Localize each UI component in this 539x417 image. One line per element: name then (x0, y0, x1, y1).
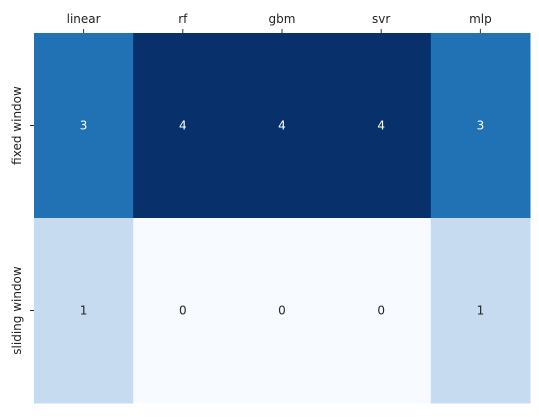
y-axis: fixed window sliding window (10, 86, 34, 355)
y-tick-label-sliding-window: sliding window (10, 266, 24, 355)
x-tick-label-svr: svr (372, 12, 390, 26)
heatmap-cell-sliding-window-linear (34, 218, 134, 404)
x-axis-top: linear rf gbm svr mlp (67, 12, 492, 33)
x-tick-label-mlp: mlp (469, 12, 492, 26)
heatmap-cell-fixed-window-mlp (430, 33, 531, 219)
heatmap-cell-sliding-window-rf (133, 218, 233, 404)
heatmap-cell-fixed-window-rf (133, 33, 233, 219)
heatmap-cell-sliding-window-mlp (430, 218, 531, 404)
x-tick-label-linear: linear (67, 12, 101, 26)
x-tick-label-gbm: gbm (269, 12, 296, 26)
cell-value-label: 4 (179, 119, 187, 133)
cell-value-label: 4 (278, 119, 286, 133)
cell-value-label: 3 (477, 119, 485, 133)
x-tick-label-rf: rf (178, 12, 188, 26)
cell-value-label: 0 (278, 304, 286, 318)
cell-value-label: 3 (80, 119, 88, 133)
heatmap-cell-fixed-window-gbm (232, 33, 333, 219)
y-tick-label-fixed-window: fixed window (10, 86, 24, 165)
heatmap-cell-fixed-window-linear (34, 33, 134, 219)
heatmap-cell-fixed-window-svr (331, 33, 432, 219)
cell-value-label: 0 (179, 304, 187, 318)
cell-value-label: 1 (477, 304, 485, 318)
cell-value-label: 4 (377, 119, 385, 133)
heatmap-cell-sliding-window-svr (331, 218, 432, 404)
heatmap-cells: 3 4 4 4 3 1 0 0 0 1 (34, 33, 531, 404)
cell-value-label: 1 (80, 304, 88, 318)
heatmap-cell-sliding-window-gbm (232, 218, 333, 404)
cell-value-label: 0 (377, 304, 385, 318)
